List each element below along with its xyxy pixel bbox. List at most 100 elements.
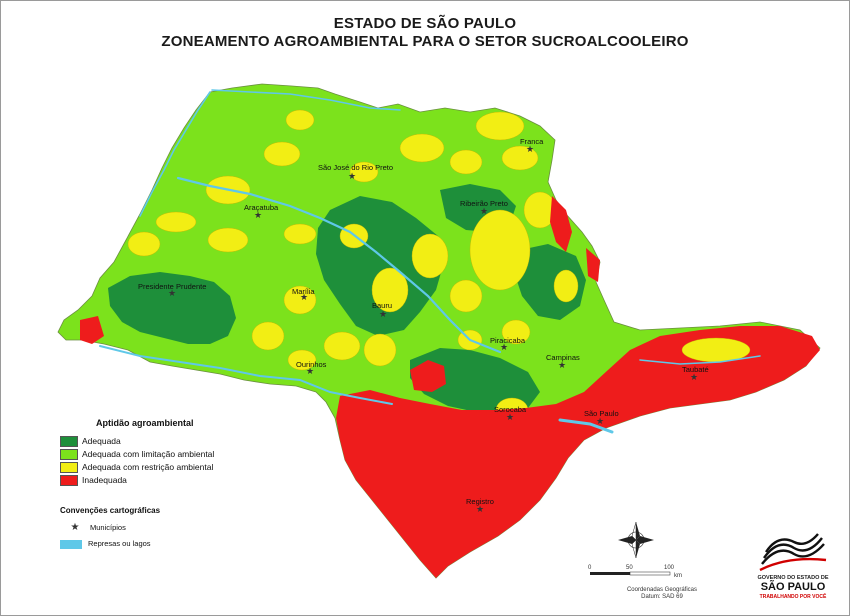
legend-item-inadequada: Inadequada <box>60 475 127 487</box>
city-star-registro: ★ <box>476 504 484 514</box>
city-label: Marília <box>292 287 315 296</box>
coordinate-note-line2: Datum: SAD 69 <box>641 594 683 600</box>
legend-label: Adequada com restrição ambiental <box>82 462 214 472</box>
city-label: Sorocaba <box>494 405 527 414</box>
sp-flag-icon <box>759 533 827 572</box>
conventions-title: Convenções cartográficas <box>60 506 161 515</box>
map-title-line2: ZONEAMENTO AGROAMBIENTAL PARA O SETOR SU… <box>161 33 689 50</box>
scale-unit: km <box>674 573 682 579</box>
scale-tick-0: 0 <box>588 565 592 571</box>
legend-swatch <box>60 436 78 448</box>
scale-bar <box>590 571 671 576</box>
restricao-patch <box>349 161 379 183</box>
city-label: Franca <box>520 137 544 146</box>
water-swatch <box>60 539 82 549</box>
city-label: São José do Rio Preto <box>318 163 393 172</box>
restricao-patch <box>207 227 249 253</box>
city-label: Taubaté <box>682 365 709 374</box>
city-star-franca: ★ <box>526 144 534 154</box>
restricao-patch <box>371 267 409 313</box>
legend-label: Adequada com limitação ambiental <box>82 449 215 459</box>
city-label: São Paulo <box>584 409 619 418</box>
restricao-patch <box>553 269 579 303</box>
legend-item-restricao: Adequada com restrição ambiental <box>60 462 213 474</box>
city-label: Araçatuba <box>244 203 279 212</box>
restricao-patch <box>501 145 539 171</box>
restricao-patch <box>411 233 449 279</box>
restricao-patch <box>287 349 317 371</box>
city-label: Registro <box>466 497 494 506</box>
logo-line3: TRABALHANDO POR VOCÊ <box>759 594 827 600</box>
map-title-line1: ESTADO DE SÃO PAULO <box>333 15 517 32</box>
restricao-patch <box>501 319 531 345</box>
star-icon: ★ <box>70 522 80 533</box>
logo-line1: GOVERNO DO ESTADO DE <box>757 575 829 581</box>
city-label: Ribeirão Preto <box>460 199 508 208</box>
restricao-patch <box>449 279 483 313</box>
restricao-patch <box>469 209 531 291</box>
north-arrow-icon <box>618 521 654 559</box>
legend-item-limitacao: Adequada com limitação ambiental <box>60 449 214 461</box>
restricao-patch <box>251 321 285 351</box>
city-star-piracicaba: ★ <box>500 342 508 352</box>
reservoir-billings <box>558 418 614 434</box>
legend-swatch <box>60 475 78 487</box>
city-star-bauru: ★ <box>379 309 387 319</box>
restricao-patch <box>283 285 317 315</box>
city-star-sorocaba: ★ <box>506 412 514 422</box>
restricao-patch <box>399 133 445 163</box>
city-label: Ourinhos <box>296 360 327 369</box>
legend-label: Inadequada <box>82 475 127 485</box>
zone-adequada-west <box>108 272 236 344</box>
city-star-marilia: ★ <box>300 292 308 302</box>
zone-inadequada-east-border <box>586 248 600 282</box>
legend-label: Adequada <box>82 436 121 446</box>
zone-adequada-south <box>410 348 540 414</box>
restricao-patch <box>263 141 301 167</box>
coordinate-note: Coordenadas Geográficas Datum: SAD 69 <box>607 587 717 601</box>
city-markers: ★ ★ ★ ★ ★ ★ ★ ★ ★ ★ ★ ★ ★ ★ <box>168 144 698 514</box>
legend-swatch <box>60 462 78 474</box>
conventions-represas-label: Represas ou lagos <box>88 539 151 548</box>
zone-inadequada-piracicaba <box>410 360 446 392</box>
conventions-municipios: ★ Municípios <box>68 522 126 533</box>
city-labels: São José do Rio Preto Franca Araçatuba R… <box>138 137 709 506</box>
river-paranapanema <box>99 345 393 405</box>
zone-inadequada-west-tip <box>80 316 104 344</box>
city-label: Presidente Prudente <box>138 282 206 291</box>
scale-tick-100: 100 <box>664 565 675 571</box>
river-tiete <box>176 176 502 354</box>
city-star-presidente-prudente: ★ <box>168 288 176 298</box>
coordinate-note-line1: Coordenadas Geográficas <box>626 587 698 593</box>
city-star-sao-jose-do-rio-preto: ★ <box>348 171 356 181</box>
city-star-campinas: ★ <box>558 360 566 370</box>
conventions-represas: Represas ou lagos <box>60 539 151 549</box>
zone-inadequada-southeast <box>336 326 820 578</box>
water-features <box>99 89 761 434</box>
scale-tick-50: 50 <box>626 565 633 571</box>
city-label: Piracicaba <box>490 336 526 345</box>
river-west-border <box>139 91 211 217</box>
city-star-ourinhos: ★ <box>306 366 314 376</box>
city-star-ribeirao-preto: ★ <box>480 206 488 216</box>
restricao-patch <box>363 333 397 367</box>
city-star-sao-paulo: ★ <box>596 416 604 426</box>
river-grande <box>211 89 401 111</box>
logo-line2: SÃO PAULO <box>760 581 826 593</box>
restricao-patch <box>155 211 197 233</box>
city-star-aracatuba: ★ <box>254 210 262 220</box>
restricao-patch <box>283 223 317 245</box>
city-star-taubate: ★ <box>690 372 698 382</box>
legend-item-adequada: Adequada <box>60 436 121 448</box>
restricao-patch <box>127 231 161 257</box>
conventions-municipios-label: Municípios <box>90 523 126 532</box>
restricao-patch <box>323 331 361 361</box>
restricao-patch <box>475 111 525 141</box>
zone-inadequada-east-strip <box>550 196 572 252</box>
river-paraiba <box>639 355 761 365</box>
restricao-patch <box>449 149 483 175</box>
legend-title: Aptidão agroambiental <box>96 418 194 428</box>
city-label: Campinas <box>546 353 580 362</box>
restricao-patch <box>285 109 315 131</box>
